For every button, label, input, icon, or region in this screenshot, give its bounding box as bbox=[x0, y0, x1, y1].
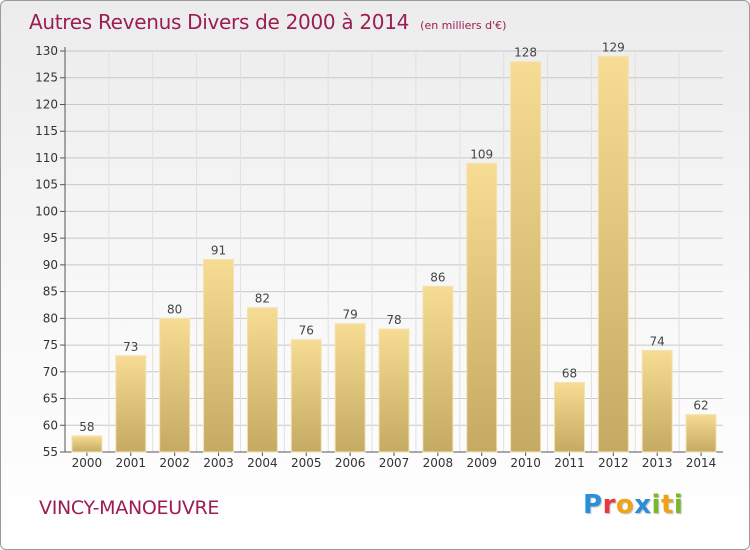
commune-name: VINCY-MANOEUVRE bbox=[39, 497, 220, 519]
bars bbox=[71, 55, 717, 453]
bar-2007 bbox=[378, 328, 410, 453]
bar-2006 bbox=[334, 323, 366, 453]
x-tick-label: 2003 bbox=[203, 456, 234, 470]
y-tick-label: 75 bbox=[43, 338, 58, 352]
y-tick-label: 55 bbox=[43, 445, 58, 459]
bar-2010 bbox=[510, 61, 542, 453]
y-tick-label: 125 bbox=[35, 71, 58, 85]
y-tick-label: 110 bbox=[35, 151, 58, 165]
x-tick-label: 2009 bbox=[466, 456, 497, 470]
chart-title: Autres Revenus Divers de 2000 à 2014 bbox=[29, 10, 410, 34]
x-tick-label: 2011 bbox=[554, 456, 585, 470]
data-label: 82 bbox=[255, 292, 270, 306]
data-labels: 58 73 80 91 82 76 79 78 86 109 128 68 129 74 62 bbox=[79, 40, 708, 434]
data-label: 73 bbox=[123, 340, 138, 354]
data-label: 68 bbox=[562, 366, 577, 380]
y-tick-label: 100 bbox=[35, 204, 58, 218]
x-tick-label: 2006 bbox=[335, 456, 366, 470]
data-label: 91 bbox=[211, 244, 226, 258]
x-tick-label: 2012 bbox=[598, 456, 629, 470]
x-tick-label: 2002 bbox=[159, 456, 190, 470]
data-label: 109 bbox=[470, 147, 493, 161]
x-tick-label: 2014 bbox=[686, 456, 717, 470]
logo-letter: P bbox=[583, 490, 603, 520]
y-tick-label: 115 bbox=[35, 124, 58, 138]
x-tick-label: 2004 bbox=[247, 456, 278, 470]
data-label: 129 bbox=[602, 40, 625, 54]
data-label: 78 bbox=[386, 313, 401, 327]
data-label: 76 bbox=[299, 324, 314, 338]
logo-letter: o bbox=[615, 490, 635, 520]
bar-2002 bbox=[159, 317, 191, 453]
x-tick-label: 2008 bbox=[423, 456, 454, 470]
y-tick-label: 130 bbox=[35, 44, 58, 58]
bar-2003 bbox=[203, 259, 235, 453]
bar-2004 bbox=[246, 307, 278, 453]
y-tick-label: 60 bbox=[43, 418, 58, 432]
x-tick-label: 2013 bbox=[642, 456, 673, 470]
data-label: 79 bbox=[342, 308, 357, 322]
data-label: 62 bbox=[693, 399, 708, 413]
bar-2005 bbox=[290, 339, 322, 453]
axes: 55 60 65 70 75 80 85 90 95 100 105 110 115 120 125 130 2… bbox=[35, 44, 723, 470]
x-tick-label: 2007 bbox=[379, 456, 410, 470]
x-tick-label: 2010 bbox=[510, 456, 541, 470]
data-label: 86 bbox=[430, 270, 445, 284]
x-tick-label: 2001 bbox=[116, 456, 147, 470]
chart-subtitle: (en milliers d'€) bbox=[420, 19, 507, 32]
proxiti-logo[interactable]: Proxiti bbox=[583, 490, 683, 520]
chart-title-line: Autres Revenus Divers de 2000 à 2014 (en… bbox=[29, 10, 506, 34]
logo-letter: t bbox=[660, 490, 674, 520]
data-label: 80 bbox=[167, 302, 182, 316]
bar-2014 bbox=[685, 414, 717, 453]
y-tick-label: 80 bbox=[43, 311, 58, 325]
bar-2011 bbox=[553, 381, 585, 453]
bar-2009 bbox=[466, 162, 498, 453]
data-label: 128 bbox=[514, 46, 537, 60]
bar-2013 bbox=[641, 349, 673, 453]
bar-2000 bbox=[71, 435, 103, 453]
logo-letter: r bbox=[602, 490, 616, 520]
y-tick-label: 85 bbox=[43, 285, 58, 299]
y-tick-label: 65 bbox=[43, 392, 58, 406]
x-tick-label: 2005 bbox=[291, 456, 322, 470]
y-tick-label: 70 bbox=[43, 365, 58, 379]
bar-2008 bbox=[422, 285, 454, 453]
data-label: 58 bbox=[79, 420, 94, 434]
logo-letter: i bbox=[651, 490, 661, 520]
y-tick-label: 90 bbox=[43, 258, 58, 272]
x-tick-label: 2000 bbox=[72, 456, 103, 470]
logo-letter: i bbox=[673, 490, 684, 520]
bar-2001 bbox=[115, 355, 147, 453]
y-tick-label: 105 bbox=[35, 178, 58, 192]
bar-2012 bbox=[597, 55, 629, 453]
y-tick-label: 120 bbox=[35, 97, 58, 111]
y-tick-label: 95 bbox=[43, 231, 58, 245]
data-label: 74 bbox=[650, 334, 665, 348]
logo-letter: x bbox=[634, 490, 652, 520]
